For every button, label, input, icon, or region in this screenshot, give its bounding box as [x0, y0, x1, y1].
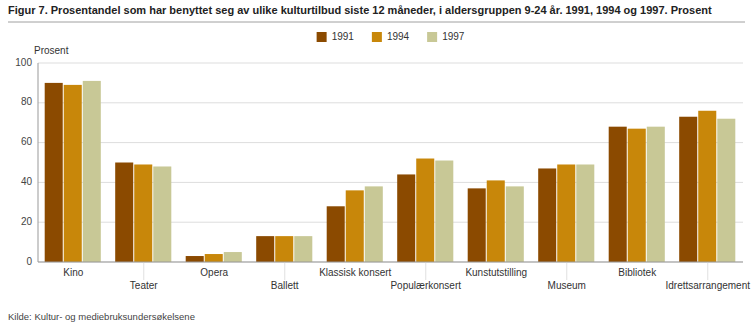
x-tick-leader	[425, 262, 426, 280]
x-tick-label: Idrettsarrangement	[666, 280, 751, 291]
bar	[186, 256, 204, 262]
grid	[38, 63, 743, 262]
y-tick-label: 80	[21, 96, 33, 107]
bar	[115, 163, 133, 263]
bar	[294, 236, 312, 262]
bar	[83, 81, 101, 262]
bar	[416, 159, 434, 262]
x-tick-label: Kino	[63, 267, 83, 278]
title-line: Figur 7. Prosentandel som har benyttet s…	[8, 4, 712, 16]
x-tick-leader	[284, 262, 285, 280]
legend: 1991 1994 1997	[317, 31, 465, 42]
bar	[435, 161, 453, 262]
bar	[628, 129, 646, 262]
y-tick-label: 0	[26, 256, 32, 267]
x-ticks: Kino Teater Opera Ballett Klassisk konsert Po…	[63, 262, 750, 291]
x-tick-leader	[566, 262, 567, 280]
bar	[45, 83, 63, 262]
y-axis-label: Prosent	[34, 45, 69, 56]
x-tick-leader	[707, 262, 708, 280]
bar	[153, 166, 171, 262]
bar	[609, 127, 627, 262]
bars	[45, 81, 736, 262]
x-tick-label: Bibliotek	[618, 267, 657, 278]
source: Kilde: Kultur- og mediebruksundersøkelse…	[8, 311, 195, 322]
bar	[134, 164, 152, 262]
x-tick-label: Teater	[130, 280, 158, 291]
x-tick-label: Klassisk konsert	[319, 267, 391, 278]
y-tick-label: 20	[21, 216, 33, 227]
y-tick-label: 60	[21, 136, 33, 147]
y-ticks: 0 20 40 60 80 100	[15, 57, 32, 267]
x-tick-leader	[143, 262, 144, 280]
legend-swatch	[427, 32, 437, 42]
bar	[224, 252, 242, 262]
x-tick-label: Museum	[548, 280, 586, 291]
background	[0, 0, 753, 326]
legend-label: 1991	[332, 31, 355, 42]
bar	[346, 190, 364, 262]
chart: Figur 7. Prosentandel som har benyttet s…	[0, 0, 753, 326]
grid-line	[38, 102, 743, 103]
bar	[64, 85, 82, 262]
bar	[487, 180, 505, 262]
bar	[538, 168, 556, 262]
bar	[275, 236, 293, 262]
title: Figur 7. Prosentandel som har benyttet s…	[8, 4, 712, 16]
bar	[679, 117, 697, 262]
bar	[698, 111, 716, 262]
bar	[557, 164, 575, 262]
x-tick-label: Populærkonsert	[390, 280, 461, 291]
legend-swatch	[317, 32, 327, 42]
legend-label: 1994	[387, 31, 410, 42]
bar	[468, 188, 486, 262]
separator	[8, 22, 745, 23]
bar	[717, 119, 735, 262]
y-axis-line	[38, 63, 39, 262]
bar	[397, 174, 415, 262]
grid-line	[38, 63, 743, 64]
x-tick-label: Kunstutstilling	[465, 267, 527, 278]
bar	[506, 186, 524, 262]
bar	[327, 206, 345, 262]
x-tick-label: Opera	[200, 267, 228, 278]
bar	[647, 127, 665, 262]
bar	[576, 164, 594, 262]
bar	[256, 236, 274, 262]
bar	[205, 254, 223, 262]
legend-label: 1997	[442, 31, 465, 42]
y-tick-label: 100	[15, 57, 32, 68]
legend-swatch	[372, 32, 382, 42]
bar	[365, 186, 383, 262]
x-tick-label: Ballett	[271, 280, 299, 291]
y-tick-label: 40	[21, 176, 33, 187]
